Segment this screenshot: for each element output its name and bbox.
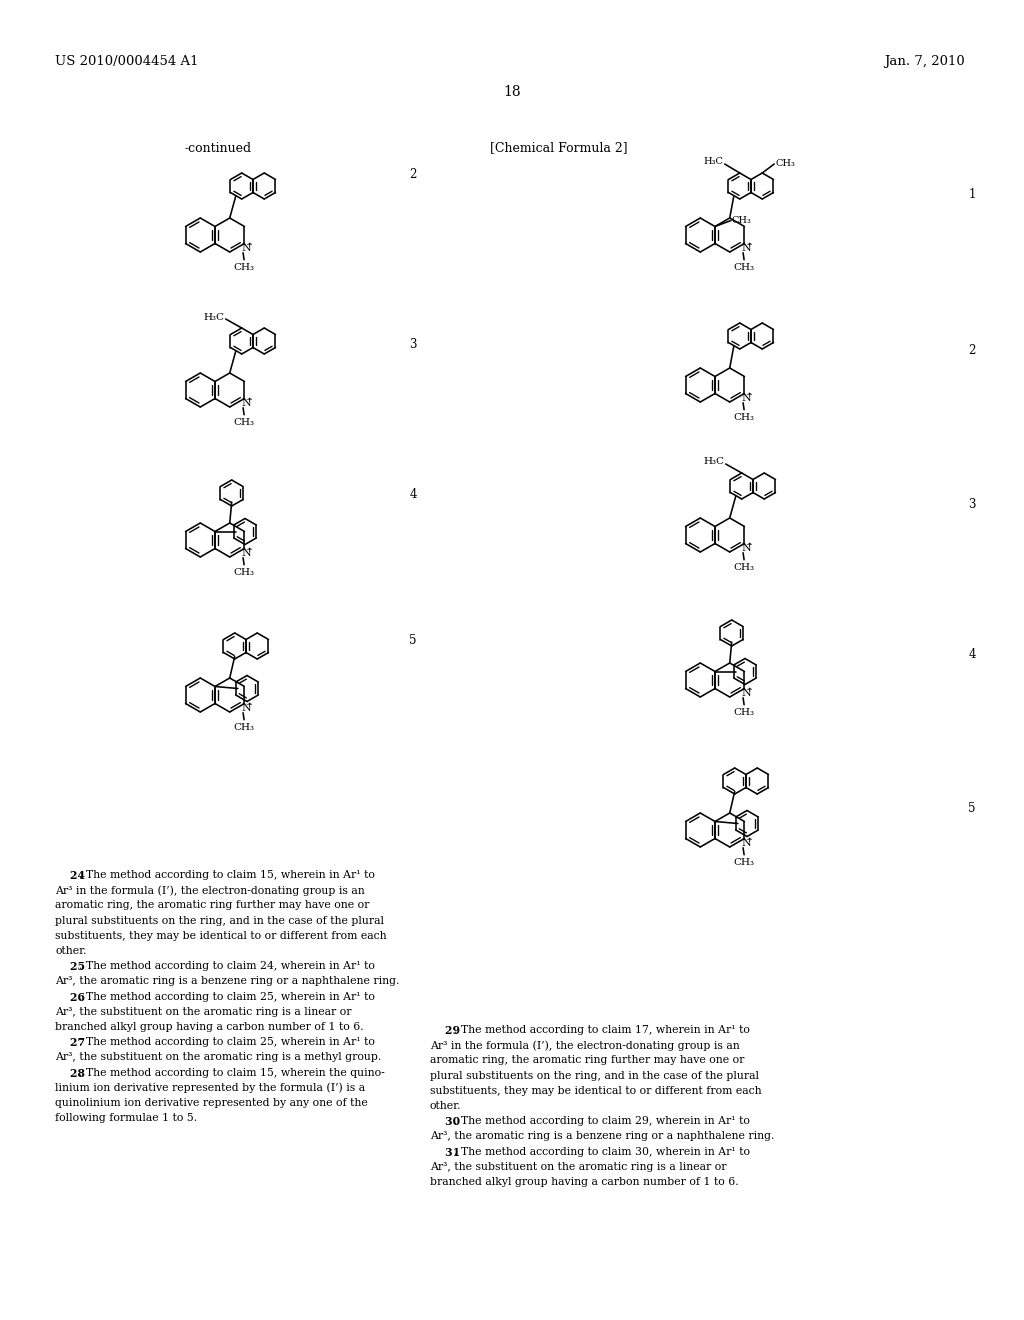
Text: 28: 28 [55, 1068, 85, 1078]
Text: US 2010/0004454 A1: US 2010/0004454 A1 [55, 55, 199, 69]
Text: 4: 4 [410, 488, 417, 502]
Text: +: + [745, 686, 753, 694]
Text: . The method according to claim ​15, wherein in Ar¹ to: . The method according to claim ​15, whe… [79, 870, 375, 880]
Text: . The method according to claim ​25, wherein in Ar¹ to: . The method according to claim ​25, whe… [79, 991, 375, 1002]
Text: Ar³, the aromatic ring is a benzene ring or a naphthalene ring.: Ar³, the aromatic ring is a benzene ring… [55, 977, 399, 986]
Text: . The method according to claim ​24, wherein in Ar¹ to: . The method according to claim ​24, whe… [79, 961, 375, 972]
Text: -continued: -continued [184, 141, 252, 154]
Text: 2: 2 [410, 169, 417, 181]
Text: 26: 26 [55, 991, 85, 1003]
Text: +: + [745, 391, 753, 399]
Text: +: + [246, 701, 253, 709]
Text: CH₃: CH₃ [733, 263, 755, 272]
Text: . The method according to claim ​25, wherein in Ar¹ to: . The method according to claim ​25, whe… [79, 1038, 375, 1047]
Text: 27: 27 [55, 1038, 85, 1048]
Text: branched alkyl group having a carbon number of 1 to 6.: branched alkyl group having a carbon num… [430, 1177, 738, 1187]
Text: Jan. 7, 2010: Jan. 7, 2010 [885, 55, 965, 69]
Text: CH₃: CH₃ [233, 568, 255, 577]
Text: quinolinium ion derivative represented by any one of the: quinolinium ion derivative represented b… [55, 1098, 368, 1107]
Text: 4: 4 [969, 648, 976, 661]
Text: 2: 2 [969, 343, 976, 356]
Text: plural substituents on the ring, and in the case of the plural: plural substituents on the ring, and in … [55, 916, 384, 925]
Text: 3: 3 [410, 338, 417, 351]
Text: N: N [241, 243, 251, 252]
Text: 24: 24 [55, 870, 85, 880]
Text: Ar³ in the formula (I’), the electron-donating group is an: Ar³ in the formula (I’), the electron-do… [55, 886, 365, 896]
Text: +: + [246, 240, 253, 248]
Text: 5: 5 [969, 801, 976, 814]
Text: CH₃: CH₃ [233, 418, 255, 428]
Text: 25: 25 [55, 961, 85, 973]
Text: other.: other. [55, 946, 86, 956]
Text: aromatic ring, the aromatic ring further may have one or: aromatic ring, the aromatic ring further… [430, 1056, 744, 1065]
Text: N: N [241, 702, 251, 713]
Text: N: N [741, 393, 751, 403]
Text: 3: 3 [969, 499, 976, 511]
Text: H₃C: H₃C [703, 157, 724, 166]
Text: . The method according to claim ​29, wherein in Ar¹ to: . The method according to claim ​29, whe… [455, 1117, 751, 1126]
Text: +: + [246, 545, 253, 554]
Text: Ar³, the substituent on the aromatic ring is a linear or: Ar³, the substituent on the aromatic rin… [430, 1162, 726, 1172]
Text: . The method according to claim ​15, wherein the quino-: . The method according to claim ​15, whe… [79, 1068, 385, 1077]
Text: 5: 5 [410, 634, 417, 647]
Text: N: N [741, 838, 751, 847]
Text: +: + [246, 396, 253, 404]
Text: H₃C: H₃C [703, 458, 724, 466]
Text: 29: 29 [430, 1026, 460, 1036]
Text: +: + [745, 541, 753, 549]
Text: plural substituents on the ring, and in the case of the plural: plural substituents on the ring, and in … [430, 1071, 759, 1081]
Text: N: N [741, 688, 751, 698]
Text: CH₃: CH₃ [233, 723, 255, 733]
Text: H₃C: H₃C [203, 313, 224, 322]
Text: . The method according to claim ​30, wherein in Ar¹ to: . The method according to claim ​30, whe… [455, 1147, 751, 1156]
Text: N: N [741, 243, 751, 252]
Text: branched alkyl group having a carbon number of 1 to 6.: branched alkyl group having a carbon num… [55, 1022, 364, 1032]
Text: CH₃: CH₃ [731, 216, 751, 224]
Text: substituents, they may be identical to or different from each: substituents, they may be identical to o… [430, 1086, 762, 1096]
Text: +: + [745, 240, 753, 248]
Text: +: + [745, 836, 753, 843]
Text: CH₃: CH₃ [775, 160, 796, 169]
Text: Ar³, the substituent on the aromatic ring is a linear or: Ar³, the substituent on the aromatic rin… [55, 1007, 351, 1016]
Text: 31: 31 [430, 1147, 460, 1158]
Text: . The method according to claim ​17, wherein in Ar¹ to: . The method according to claim ​17, whe… [455, 1026, 751, 1035]
Text: [Chemical Formula 2]: [Chemical Formula 2] [490, 141, 628, 154]
Text: CH₃: CH₃ [733, 413, 755, 422]
Text: N: N [741, 543, 751, 553]
Text: other.: other. [430, 1101, 462, 1111]
Text: Ar³, the aromatic ring is a benzene ring or a naphthalene ring.: Ar³, the aromatic ring is a benzene ring… [430, 1131, 774, 1142]
Text: CH₃: CH₃ [733, 564, 755, 573]
Text: Ar³ in the formula (I’), the electron-donating group is an: Ar³ in the formula (I’), the electron-do… [430, 1040, 739, 1051]
Text: Ar³, the substituent on the aromatic ring is a methyl group.: Ar³, the substituent on the aromatic rin… [55, 1052, 381, 1063]
Text: following formulae 1 to 5.: following formulae 1 to 5. [55, 1113, 198, 1123]
Text: 18: 18 [503, 84, 521, 99]
Text: 30: 30 [430, 1117, 460, 1127]
Text: CH₃: CH₃ [733, 709, 755, 717]
Text: N: N [241, 548, 251, 558]
Text: aromatic ring, the aromatic ring further may have one or: aromatic ring, the aromatic ring further… [55, 900, 370, 911]
Text: substituents, they may be identical to or different from each: substituents, they may be identical to o… [55, 931, 387, 941]
Text: N: N [241, 397, 251, 408]
Text: CH₃: CH₃ [233, 263, 255, 272]
Text: CH₃: CH₃ [733, 858, 755, 867]
Text: linium ion derivative represented by the formula (I’) is a: linium ion derivative represented by the… [55, 1082, 366, 1093]
Text: 1: 1 [969, 189, 976, 202]
